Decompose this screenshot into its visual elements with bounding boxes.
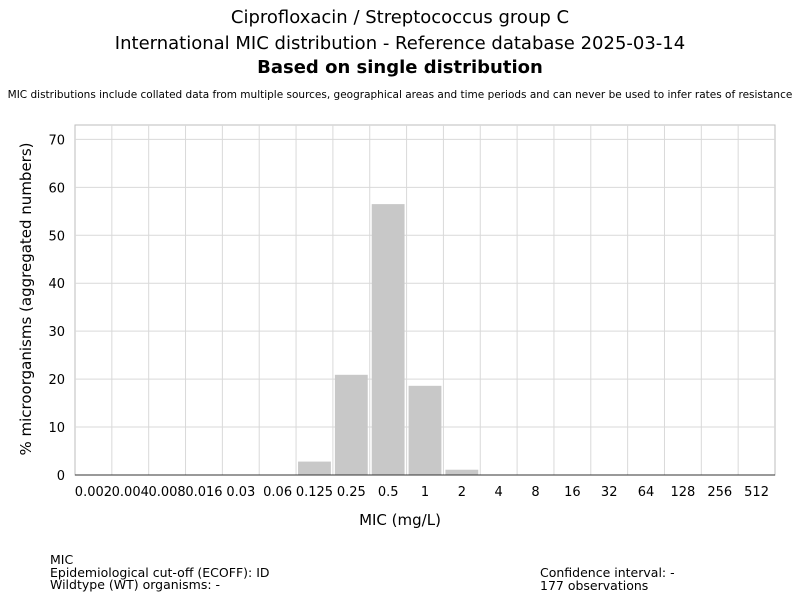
y-tick-label: 70	[48, 133, 65, 148]
x-tick-label: 16	[564, 485, 581, 500]
y-tick-label: 30	[48, 325, 65, 340]
x-tick-label: 128	[670, 485, 695, 500]
chart-title: Ciprofloxacin / Streptococcus group C	[230, 7, 570, 28]
chart-title-line-2: International MIC distribution - Referen…	[114, 33, 686, 54]
bar-layer	[298, 204, 479, 475]
bar-0.125	[298, 461, 331, 475]
x-tick-label: 0.002	[75, 485, 112, 500]
bar-1	[408, 385, 442, 475]
footer-right: Confidence interval: - 177 observations	[540, 565, 675, 593]
x-tick-label: 64	[638, 485, 655, 500]
footer-ecoff: Epidemiological cut-off (ECOFF): ID	[50, 564, 270, 580]
x-tick-label: 0.5	[378, 485, 399, 500]
x-tick-label: 256	[707, 485, 732, 500]
x-tick-label: 2	[458, 485, 466, 500]
bar-2	[445, 469, 479, 475]
y-tick-label: 0	[57, 469, 65, 484]
x-tick-label: 1	[421, 485, 429, 500]
y-tick-label: 10	[48, 421, 65, 436]
y-tick-label: 50	[48, 229, 65, 244]
y-tick-label: 40	[48, 277, 65, 292]
y-tick-label: 60	[48, 181, 65, 196]
x-tick-label: 0.06	[263, 485, 292, 500]
footer-left: MIC Epidemiological cut-off (ECOFF): ID …	[50, 552, 270, 592]
x-tick-label: 0.008	[148, 485, 185, 500]
chart-note: MIC distributions include collated data …	[7, 89, 793, 101]
footer-observations: 177 observations	[540, 577, 649, 593]
x-tick-label: 0.016	[185, 485, 222, 500]
chart-subtitle: Based on single distribution	[257, 57, 543, 78]
x-tick-label: 0.03	[226, 485, 255, 500]
axis-layer: 0 10 20 30 40 50 60 70 0.002 0.004 0.008 0.016 0.03 0…	[48, 133, 775, 500]
footer-mic-label: MIC	[50, 552, 74, 567]
x-tick-label: 32	[601, 485, 618, 500]
x-tick-label: 0.125	[296, 485, 333, 500]
x-tick-label: 0.25	[337, 485, 366, 500]
x-axis-label: MIC (mg/L)	[359, 511, 441, 529]
x-tick-label: 8	[531, 485, 539, 500]
bar-0.5	[371, 204, 405, 475]
x-tick-label: 512	[744, 485, 769, 500]
footer-wildtype: Wildtype (WT) organisms: -	[50, 577, 221, 592]
y-tick-label: 20	[48, 373, 65, 388]
bar-0.25	[334, 374, 368, 475]
footer-confidence-interval: Confidence interval: -	[540, 565, 675, 580]
x-tick-label: 4	[495, 485, 503, 500]
x-tick-label: 0.004	[112, 485, 149, 500]
y-axis-label: % microorganisms (aggregated numbers)	[17, 142, 35, 455]
